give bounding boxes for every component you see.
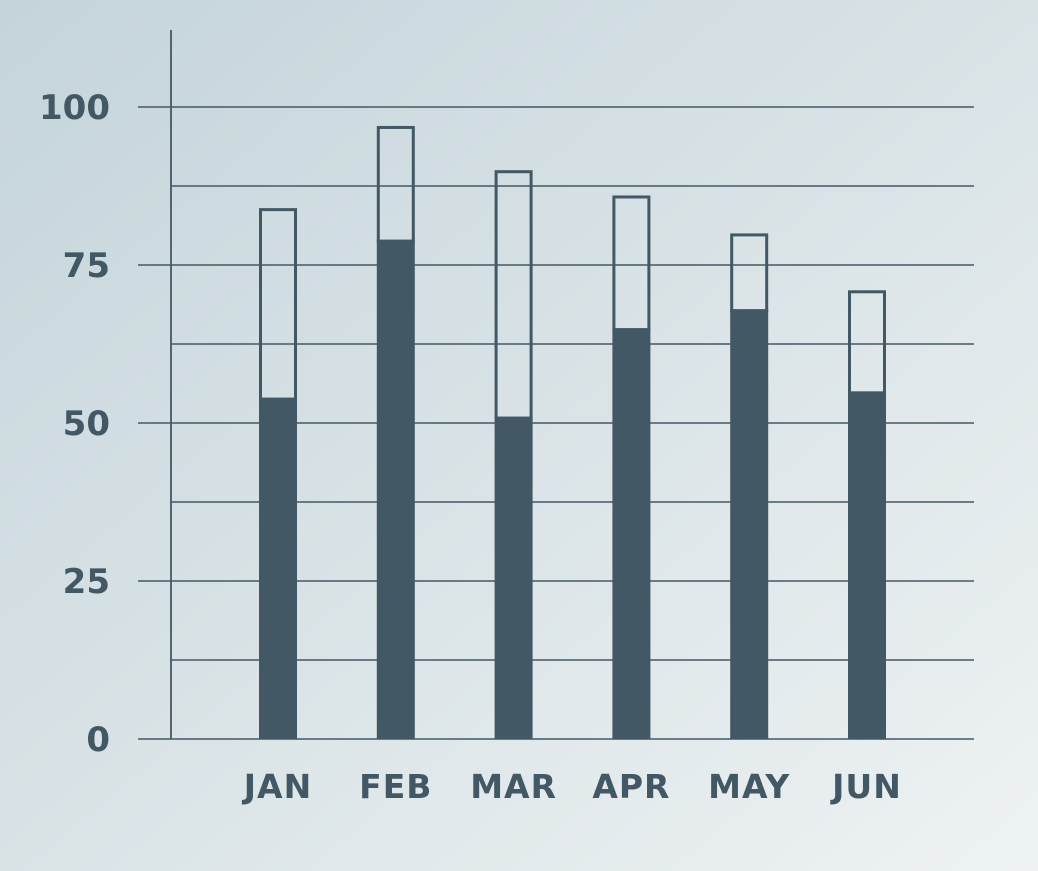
bar-filled-jun xyxy=(848,391,886,739)
y-tick-label: 100 xyxy=(39,88,110,128)
x-tick-label: JAN xyxy=(242,767,312,806)
y-tick-label: 25 xyxy=(63,562,110,602)
y-tick-label: 50 xyxy=(63,404,110,444)
bars xyxy=(259,125,886,739)
bar-filled-mar xyxy=(494,416,533,739)
bar-filled-may xyxy=(730,309,769,739)
x-tick-label: FEB xyxy=(359,767,432,806)
x-tick-label: JUN xyxy=(830,767,902,806)
x-tick-label: MAY xyxy=(708,767,790,806)
y-tick-label: 0 xyxy=(86,720,110,760)
bar-filled-jan xyxy=(259,397,297,739)
x-tick-label: MAR xyxy=(470,767,557,806)
x-tick-label: APR xyxy=(592,767,670,806)
y-tick-label: 75 xyxy=(63,246,110,286)
bar-filled-apr xyxy=(612,328,651,739)
bar-filled-feb xyxy=(376,239,415,739)
x-tick-labels: JAN FEB MAR APR MAY JUN xyxy=(242,767,902,806)
y-tick-labels: 0 25 50 75 100 xyxy=(39,88,110,760)
